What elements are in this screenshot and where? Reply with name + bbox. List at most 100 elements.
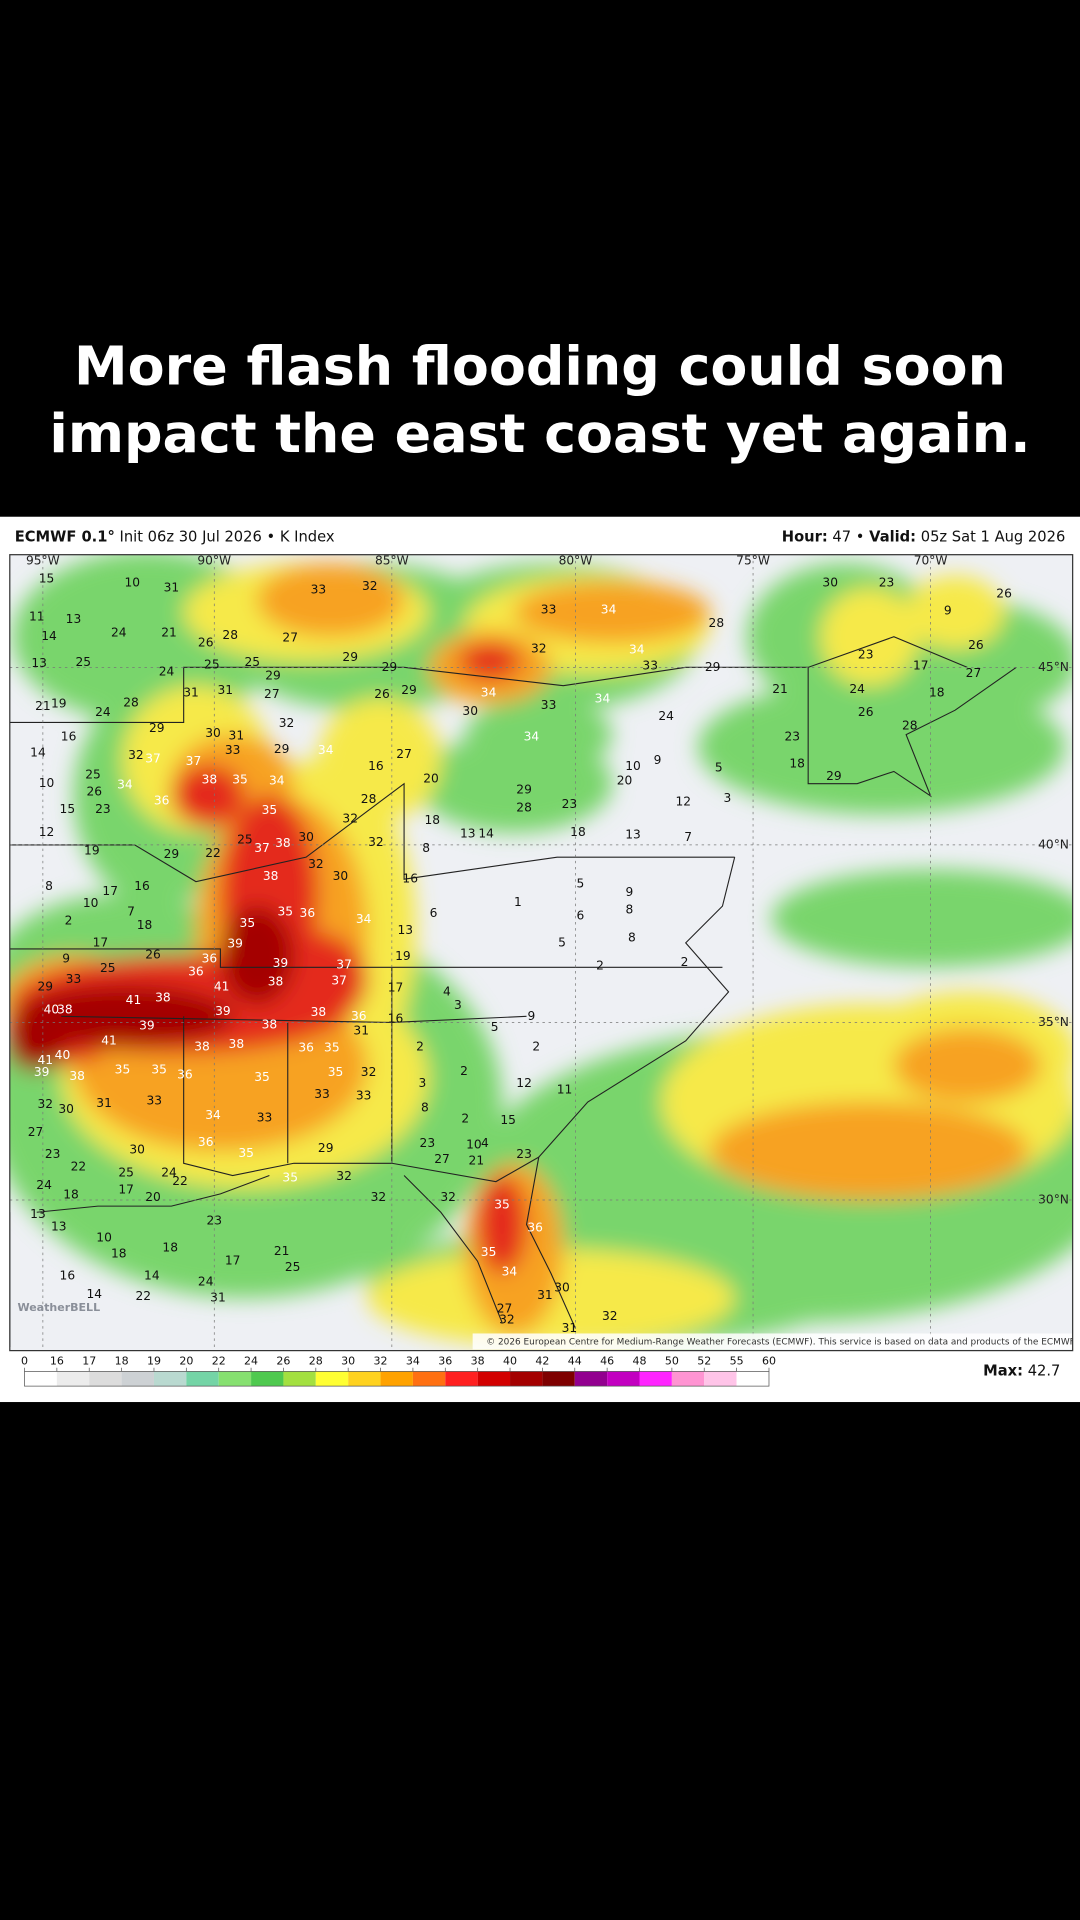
station-value: 39 (273, 956, 289, 970)
station-value: 30 (462, 704, 478, 718)
station-value: 34 (318, 743, 334, 757)
station-value: 27 (966, 666, 982, 680)
station-value: 24 (198, 1275, 214, 1289)
station-value: 30 (333, 869, 349, 883)
caption-line: impact the east coast yet again. (49, 402, 1030, 465)
station-value: 24 (849, 682, 865, 696)
station-value: 20 (423, 771, 439, 785)
station-value: 19 (84, 844, 100, 858)
station-value: 29 (705, 660, 721, 674)
station-value: 26 (996, 586, 1012, 600)
station-value: 4 (443, 984, 451, 998)
station-value: 9 (654, 753, 662, 767)
station-value: 12 (39, 825, 55, 839)
station-value: 12 (516, 1076, 532, 1090)
colorbar-segment (283, 1371, 316, 1387)
station-value: 24 (161, 1166, 177, 1180)
station-value: 4 (481, 1136, 489, 1150)
station-value: 11 (29, 610, 45, 624)
station-value: 17 (102, 884, 118, 898)
station-value: 36 (351, 1009, 367, 1023)
copyright: © 2026 European Centre for Medium-Range … (486, 1338, 1076, 1348)
station-value: 28 (902, 719, 918, 733)
colorbar-segment (510, 1371, 543, 1387)
station-value: 38 (262, 1017, 278, 1031)
station-value: 34 (502, 1265, 518, 1279)
field-blob (771, 869, 1073, 968)
station-value: 35 (238, 1146, 254, 1160)
station-value: 38 (69, 1069, 85, 1083)
station-value: 26 (968, 638, 984, 652)
colorbar-tick-label: 28 (309, 1355, 323, 1368)
station-value: 23 (858, 648, 874, 662)
colorbar-segment (607, 1371, 640, 1387)
station-value: 22 (205, 846, 221, 860)
station-value: 33 (225, 743, 241, 757)
station-value: 33 (257, 1110, 273, 1124)
station-value: 24 (111, 626, 127, 640)
station-value: 23 (784, 730, 800, 744)
station-value: 38 (311, 1005, 327, 1019)
station-value: 40 (55, 1048, 71, 1062)
station-value: 25 (118, 1166, 134, 1180)
station-value: 32 (371, 1190, 387, 1204)
field-blob (514, 581, 711, 643)
station-value: 22 (71, 1159, 87, 1173)
station-value: 15 (60, 802, 76, 816)
station-value: 11 (557, 1082, 573, 1096)
station-value: 10 (39, 776, 55, 790)
station-value: 6 (430, 906, 438, 920)
station-value: 24 (159, 665, 175, 679)
colorbar-tick-label: 32 (374, 1355, 388, 1368)
station-value: 29 (318, 1141, 334, 1155)
station-value: 27 (497, 1301, 513, 1315)
station-value: 24 (36, 1178, 52, 1192)
station-value: 13 (31, 656, 47, 670)
station-value: 29 (38, 979, 54, 993)
longitude-label: 75°W (736, 553, 770, 567)
colorbar-segment (477, 1371, 511, 1387)
station-value: 3 (454, 998, 462, 1012)
station-value: 32 (362, 579, 378, 593)
station-value: 13 (460, 826, 476, 840)
station-value: 36 (298, 1041, 314, 1055)
station-value: 39 (227, 937, 243, 951)
station-value: 33 (66, 972, 82, 986)
station-value: 23 (420, 1136, 436, 1150)
station-value: 21 (161, 626, 177, 640)
header-right: Hour: 47 • Valid: 05z Sat 1 Aug 2026 (782, 529, 1066, 546)
colorbar-tick-label: 42 (535, 1355, 549, 1368)
field-blob (220, 906, 294, 1005)
station-value: 35 (494, 1197, 510, 1211)
station-value: 26 (374, 687, 390, 701)
station-value: 9 (625, 885, 633, 899)
station-value: 37 (331, 973, 347, 987)
station-value: 36 (300, 906, 316, 920)
coordinate-labels: 95°W 90°W 85°W 80°W 75°W 70°W 45°N 40°N 35°N 30°N (26, 553, 1069, 1207)
station-value: 39 (215, 1004, 231, 1018)
station-value: 28 (123, 695, 139, 709)
station-value: 25 (237, 833, 253, 847)
station-value: 14 (478, 826, 494, 840)
station-value: 40 (44, 1003, 60, 1017)
colorbar-segment (639, 1371, 672, 1387)
colorbar-frame (24, 1371, 770, 1387)
station-value: 34 (524, 730, 540, 744)
station-value: 27 (282, 630, 298, 644)
station-value: 29 (826, 769, 842, 783)
station-value: 19 (51, 697, 67, 711)
station-value: 20 (617, 774, 633, 788)
station-value: 31 (562, 1321, 578, 1335)
station-value: 7 (127, 905, 135, 919)
field-blob (257, 563, 405, 637)
station-value: 33 (146, 1093, 162, 1107)
station-value: 10 (96, 1230, 112, 1244)
station-value: 31 (353, 1024, 369, 1038)
station-value: 2 (532, 1039, 540, 1053)
colorbar-segment (412, 1371, 446, 1387)
station-value: 14 (144, 1268, 160, 1282)
longitude-label: 95°W (26, 553, 60, 567)
colorbar-segment (736, 1371, 769, 1387)
field-blob (906, 575, 1005, 649)
station-value: 8 (422, 841, 430, 855)
